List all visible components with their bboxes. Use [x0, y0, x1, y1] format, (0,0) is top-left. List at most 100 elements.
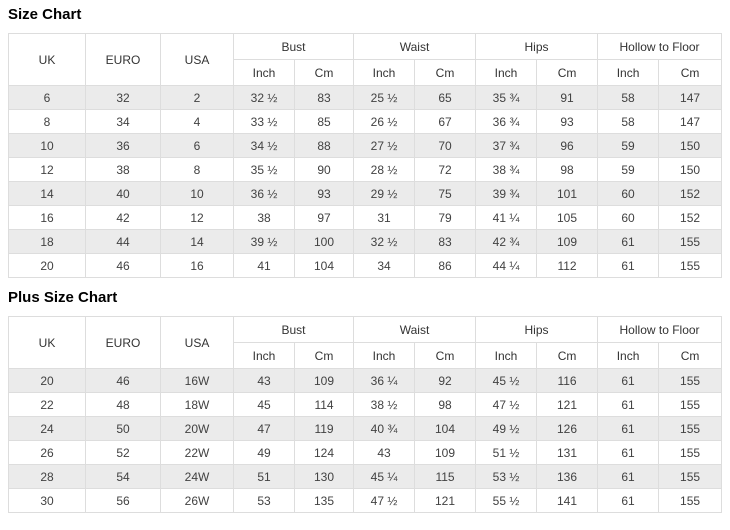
table-cell: 27 ½ [353, 133, 416, 158]
table-cell: 35 ½ [233, 157, 295, 182]
table-cell: 60 [597, 205, 660, 230]
column-header-waist-inch: Inch [353, 59, 416, 86]
table-cell: 155 [658, 392, 723, 417]
table-cell: 61 [597, 368, 660, 393]
size-chart-section: Size Chart UK EURO USA Bust Waist Hips H… [8, 6, 723, 278]
table-cell: 40 ¾ [353, 416, 416, 441]
table-cell: 51 ½ [475, 440, 538, 465]
column-header-bust-inch: Inch [233, 59, 295, 86]
table-row: 8 34 4 33 ½ 85 26 ½ 67 36 ¾ 93 58 147 [8, 109, 723, 134]
table-row: 10 36 6 34 ½ 88 27 ½ 70 37 ¾ 96 59 150 [8, 133, 723, 158]
table-cell: 91 [536, 85, 599, 110]
table-header-row-units: Inch Cm Inch Cm Inch Cm Inch Cm [9, 59, 723, 86]
table-cell: 155 [658, 416, 723, 441]
column-header-hips-inch: Inch [475, 59, 538, 86]
column-header-usa: USA [160, 316, 234, 369]
table-cell: 46 [85, 253, 161, 278]
table-cell: 51 [233, 464, 295, 489]
table-cell: 121 [536, 392, 599, 417]
table-row: 22 48 18W 45 114 38 ½ 98 47 ½ 121 61 155 [8, 392, 723, 417]
table-row: 18 44 14 39 ½ 100 32 ½ 83 42 ¾ 109 61 155 [8, 229, 723, 254]
table-cell: 26 [8, 440, 86, 465]
table-cell: 18W [160, 392, 234, 417]
table-cell: 53 [233, 488, 295, 513]
table-cell: 47 ½ [475, 392, 538, 417]
table-cell: 14 [160, 229, 234, 254]
table-cell: 41 [233, 253, 295, 278]
column-header-usa: USA [160, 33, 234, 86]
table-cell: 61 [597, 464, 660, 489]
column-header-hips-inch: Inch [475, 342, 538, 369]
column-header-hollow-to-floor: Hollow to Floor [597, 33, 723, 60]
table-cell: 22W [160, 440, 234, 465]
table-cell: 34 [85, 109, 161, 134]
column-header-bust: Bust [232, 33, 355, 60]
table-row: 14 40 10 36 ½ 93 29 ½ 75 39 ¾ 101 60 152 [8, 181, 723, 206]
table-cell: 61 [597, 392, 660, 417]
table-cell: 14 [8, 181, 86, 206]
table-cell: 131 [536, 440, 599, 465]
table-cell: 6 [160, 133, 234, 158]
table-cell: 119 [293, 416, 355, 441]
table-cell: 61 [597, 229, 660, 254]
table-cell: 49 ½ [475, 416, 538, 441]
table-cell: 79 [414, 205, 477, 230]
table-cell: 32 ½ [233, 85, 295, 110]
table-cell: 70 [414, 133, 477, 158]
table-cell: 12 [8, 157, 86, 182]
table-cell: 12 [160, 205, 234, 230]
table-cell: 53 ½ [475, 464, 538, 489]
table-cell: 24W [160, 464, 234, 489]
table-cell: 37 ¾ [475, 133, 538, 158]
table-cell: 44 [85, 229, 161, 254]
table-cell: 6 [8, 85, 86, 110]
table-cell: 155 [658, 368, 723, 393]
table-cell: 45 ½ [475, 368, 538, 393]
table-cell: 30 [8, 488, 86, 513]
table-cell: 22 [8, 392, 86, 417]
column-header-waist-cm: Cm [414, 342, 477, 369]
column-header-hips-cm: Cm [536, 59, 599, 86]
table-cell: 124 [293, 440, 355, 465]
table-cell: 93 [293, 181, 355, 206]
table-cell: 61 [597, 253, 660, 278]
table-cell: 47 ½ [353, 488, 416, 513]
column-header-bust-inch: Inch [233, 342, 295, 369]
table-cell: 40 [85, 181, 161, 206]
table-cell: 83 [414, 229, 477, 254]
table-cell: 116 [536, 368, 599, 393]
table-cell: 115 [414, 464, 477, 489]
table-cell: 109 [536, 229, 599, 254]
table-cell: 58 [597, 85, 660, 110]
column-header-hollow-to-floor: Hollow to Floor [597, 316, 723, 343]
plus-size-chart-section: Plus Size Chart UK EURO USA Bust Waist H… [8, 289, 723, 513]
table-cell: 59 [597, 133, 660, 158]
table-cell: 10 [8, 133, 86, 158]
table-cell: 126 [536, 416, 599, 441]
table-cell: 96 [536, 133, 599, 158]
table-header-row-groups: UK EURO USA Bust Waist Hips Hollow to Fl… [8, 33, 723, 86]
table-cell: 28 ½ [353, 157, 416, 182]
table-cell: 20 [8, 253, 86, 278]
table-cell: 41 ¼ [475, 205, 538, 230]
table-cell: 18 [8, 229, 86, 254]
column-header-euro: EURO [85, 33, 161, 86]
table-cell: 136 [536, 464, 599, 489]
table-cell: 98 [536, 157, 599, 182]
table-cell: 24 [8, 416, 86, 441]
table-cell: 150 [658, 133, 723, 158]
column-header-waist-cm: Cm [414, 59, 477, 86]
table-body: 6 32 2 32 ½ 83 25 ½ 65 35 ¾ 91 58 147 8 34 4 33 ½ 85 26 … [8, 85, 723, 278]
table-cell: 121 [414, 488, 477, 513]
table-cell: 101 [536, 181, 599, 206]
table-cell: 54 [85, 464, 161, 489]
table-cell: 38 [233, 205, 295, 230]
table-cell: 100 [293, 229, 355, 254]
table-cell: 16W [160, 368, 234, 393]
table-row: 30 56 26W 53 135 47 ½ 121 55 ½ 141 61 155 [8, 488, 723, 513]
table-cell: 44 ¼ [475, 253, 538, 278]
table-cell: 155 [658, 229, 723, 254]
table-cell: 8 [8, 109, 86, 134]
column-header-uk: UK [8, 33, 86, 86]
column-header-hips-cm: Cm [536, 342, 599, 369]
